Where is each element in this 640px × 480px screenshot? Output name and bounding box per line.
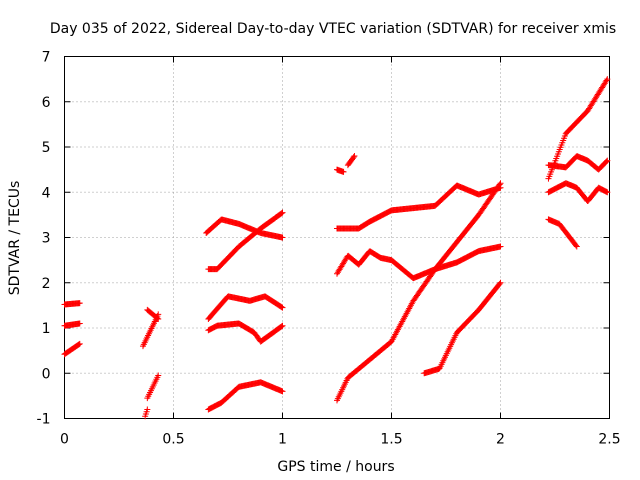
data-point [279,304,286,311]
y-tick-label: 7 [42,50,51,66]
x-tick-label: 0.5 [162,432,184,448]
data-series-segment [205,293,286,322]
data-series-segment [545,180,611,204]
grid-layer [64,56,610,419]
tick-layer: 0 0.5 1 1.5 2 2.5 -1 0 1 2 3 4 5 6 7 [37,50,621,448]
data-series-segment [142,406,151,420]
data-series-segment [144,372,162,402]
data-series-segment [205,209,286,273]
data-point [496,280,503,287]
data-series-segment [205,320,286,345]
data-point [496,181,503,188]
y-tick-label: 4 [42,185,51,201]
data-point [351,153,358,160]
data-point [76,300,83,307]
y-tick-label: 5 [42,140,51,156]
y-tick-label: 0 [42,366,51,382]
data-series-segment [61,320,83,329]
data-points [61,76,611,420]
data-point [76,340,83,347]
data-point [279,209,286,216]
data-point [76,320,83,327]
x-tick-label: 0 [60,432,69,448]
y-axis-label: SDTVAR / TECUs [7,181,23,296]
data-series-segment [334,166,347,175]
data-series-segment [334,182,504,232]
x-tick-label: 1 [278,432,287,448]
x-tick-label: 1.5 [380,432,402,448]
data-point [497,243,504,250]
y-tick-label: 2 [42,276,51,292]
y-tick-label: 6 [42,95,51,111]
data-point [604,189,611,196]
data-point [279,388,286,395]
data-series-segment [545,76,611,182]
data-point [278,323,285,330]
data-series-segment [344,153,358,169]
data-point [75,341,82,348]
x-tick-label: 2.5 [598,432,620,448]
data-point [573,243,580,250]
data-series-segment [421,279,504,377]
data-point [604,157,611,164]
data-point [497,180,504,187]
data-point [278,304,285,311]
x-tick-label: 2 [496,432,505,448]
data-point [155,315,162,322]
data-point [350,154,357,161]
data-point [154,315,161,322]
y-tick-label: -1 [37,412,51,428]
data-point [279,322,286,329]
chart-title: Day 035 of 2022, Sidereal Day-to-day VTE… [50,21,616,37]
data-series-segment [205,379,286,413]
data-series-segment [545,153,611,173]
data-series-segment [144,306,162,322]
data-point [155,372,162,379]
data-point [603,77,610,84]
y-tick-label: 3 [42,231,51,247]
data-point [144,406,151,413]
data-point [604,76,611,83]
x-axis-label: GPS time / hours [277,459,394,475]
data-series-segment [545,216,580,250]
data-point [603,158,610,165]
data-series-segment [61,300,83,308]
data-series-segment [61,340,83,358]
data-point [279,234,286,241]
data-point [278,210,285,217]
data-point [340,168,347,175]
y-tick-label: 1 [42,321,51,337]
data-point [572,242,579,249]
data-series-segment [334,243,504,282]
data-series-segment [334,180,504,404]
data-point [497,279,504,286]
